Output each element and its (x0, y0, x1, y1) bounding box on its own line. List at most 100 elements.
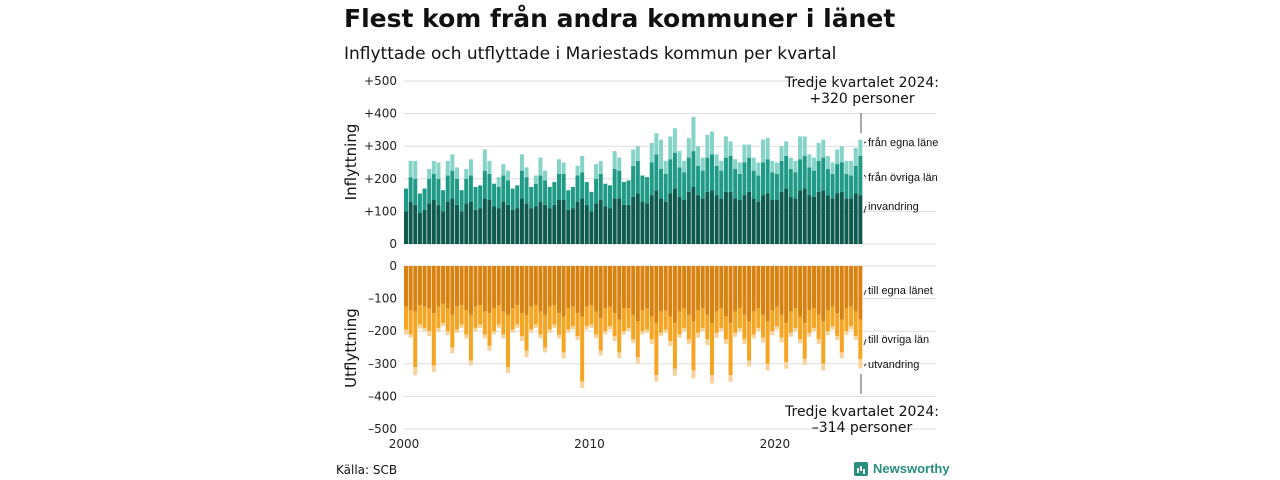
bar-segment (770, 266, 775, 311)
y-tick-label: –500 (368, 422, 397, 436)
bar-segment (524, 177, 529, 204)
bar-segment (821, 157, 826, 191)
bar-segment (580, 155, 585, 173)
bar-segment (677, 151, 682, 168)
bar-segment (774, 199, 779, 244)
bar-segment (853, 311, 858, 337)
bar-segment (659, 266, 663, 312)
bar-segment (413, 160, 418, 179)
bar-segment (686, 266, 691, 315)
bar-segment (589, 324, 594, 328)
bar-segment (427, 169, 432, 179)
bar-segment (742, 314, 747, 340)
bar-segment (533, 266, 538, 306)
bar-segment (751, 266, 756, 312)
bar-segment (557, 199, 561, 244)
bar-segment (816, 142, 821, 161)
bar-segment (436, 306, 441, 328)
bar-segment (640, 266, 645, 311)
bar-segment (825, 169, 830, 196)
bar-segment (742, 162, 747, 196)
bar-segment (788, 332, 793, 337)
bar-segment (770, 331, 775, 336)
series-label: till övriga län (868, 334, 929, 346)
bar-segment (436, 178, 441, 205)
source-note: Källa: SCB (336, 463, 398, 477)
bar-segment (427, 203, 432, 244)
bar-segment (631, 196, 636, 244)
bar-segment (482, 198, 487, 244)
bar-segment (825, 266, 830, 311)
bar-segment (427, 178, 432, 204)
bar-segment (552, 266, 557, 306)
bar-segment (631, 165, 636, 197)
bar-segment (742, 144, 747, 163)
bar-segment (682, 199, 687, 244)
bar-segment (770, 310, 775, 332)
bar-segment (742, 195, 747, 244)
bar-segment (686, 339, 691, 345)
series-label: från övriga län (868, 172, 938, 184)
bar-segment (552, 204, 557, 244)
bar-segment (761, 266, 765, 315)
bar-segment (765, 159, 770, 194)
bar-segment (543, 347, 548, 353)
bar-segment (839, 266, 844, 320)
bar-segment (779, 337, 784, 343)
bar-segment (682, 266, 687, 309)
bar-segment (417, 305, 422, 325)
y-tick-label: –100 (368, 292, 397, 306)
annotation-line1: Tredje kvartalet 2024: (784, 75, 939, 91)
bar-segment (751, 170, 756, 199)
bar-segment (431, 173, 436, 200)
bar-segment (635, 193, 640, 244)
bar-segment (765, 321, 770, 364)
bar-segment (455, 306, 459, 330)
bar-segment (844, 198, 849, 244)
bar-segment (821, 266, 826, 322)
bar-segment (408, 310, 413, 335)
bar-segment (723, 157, 728, 192)
bar-segment (561, 266, 566, 317)
bar-segment (445, 175, 450, 202)
bar-segment (580, 381, 585, 389)
bar-segment (802, 188, 807, 244)
bar-segment (830, 173, 835, 199)
bar-segment (821, 139, 826, 158)
bar-segment (677, 196, 682, 244)
bar-segment (659, 311, 663, 333)
bar-segment (761, 337, 765, 343)
bar-segment (612, 266, 617, 314)
bar-segment (621, 204, 626, 244)
bar-segment (682, 308, 687, 328)
bar-segment (468, 314, 473, 361)
bar-segment (603, 308, 608, 332)
bar-segment (510, 266, 515, 309)
bar-segment (552, 305, 557, 325)
bar-segment (700, 170, 705, 199)
bar-segment (455, 178, 459, 205)
y-tick-label: 0 (389, 237, 397, 251)
bar-segment (547, 266, 552, 307)
bar-segment (413, 178, 418, 205)
bar-segment (821, 363, 826, 371)
bar-segment (487, 173, 492, 200)
bar-segment (682, 172, 687, 200)
bar-segment (774, 266, 779, 307)
bar-segment (510, 329, 515, 333)
bar-segment (714, 332, 719, 338)
bar-segment (492, 206, 497, 244)
bar-segment (612, 169, 617, 199)
bar-segment (742, 266, 747, 315)
bar-segment (459, 305, 464, 325)
bar-segment (668, 136, 673, 160)
bar-segment (510, 308, 515, 330)
bar-segment (756, 266, 761, 309)
bar-segment (608, 306, 612, 327)
bar-segment (677, 167, 682, 197)
bar-segment (645, 329, 650, 333)
bar-segment (427, 331, 432, 337)
bar-segment (580, 316, 585, 382)
bar-segment (617, 266, 622, 320)
bar-segment (478, 185, 483, 209)
